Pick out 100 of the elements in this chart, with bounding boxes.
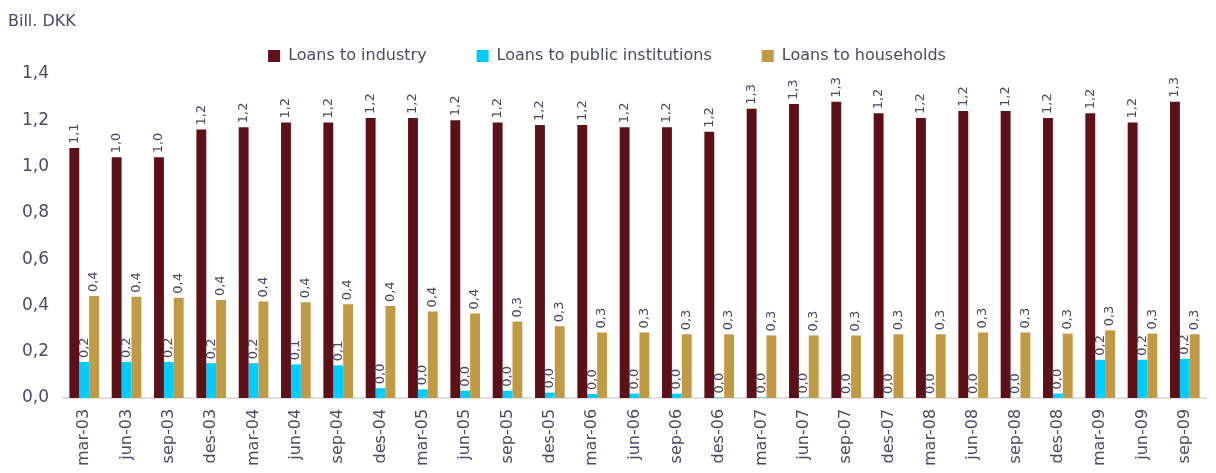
data-label: 1,2 xyxy=(489,97,505,119)
bar xyxy=(1105,330,1115,398)
bar xyxy=(958,111,969,398)
x-tick-label: des-06 xyxy=(708,408,728,464)
bar xyxy=(639,332,650,398)
data-label: 0,2 xyxy=(1091,335,1107,356)
bar xyxy=(196,129,207,398)
legend-label: Loans to public institutions xyxy=(496,45,712,65)
bar xyxy=(935,334,946,398)
data-label: 0,3 xyxy=(551,301,567,323)
data-label: 0,3 xyxy=(974,307,990,329)
bar xyxy=(216,300,227,398)
bar xyxy=(417,389,428,398)
bar xyxy=(1085,113,1096,398)
bar xyxy=(1170,101,1180,398)
y-axis-title: Bill. DKK xyxy=(8,11,77,31)
data-label: 0,0 xyxy=(625,368,641,390)
bar xyxy=(1189,334,1200,398)
x-tick-label: sep-04 xyxy=(327,408,347,464)
data-label: 1,2 xyxy=(997,86,1012,108)
y-tick-label: 0,2 xyxy=(21,340,50,361)
data-label: 0,1 xyxy=(287,339,303,361)
bar xyxy=(535,124,545,398)
x-tick-label: sep-03 xyxy=(158,408,178,464)
data-label: 0,0 xyxy=(456,366,472,387)
data-label: 1,2 xyxy=(658,102,674,124)
bar xyxy=(248,363,259,398)
data-label: 0,3 xyxy=(508,296,524,318)
x-tick-label: des-03 xyxy=(200,408,220,464)
x-tick-label: jun-05 xyxy=(454,408,474,461)
data-label: 0,2 xyxy=(1176,334,1192,355)
y-tick-label: 0,0 xyxy=(21,386,50,407)
bar xyxy=(492,122,503,398)
bar xyxy=(671,393,682,398)
data-label: 0,1 xyxy=(329,340,345,362)
data-label: 0,0 xyxy=(1049,368,1065,390)
data-label: 0,0 xyxy=(922,373,938,394)
bar xyxy=(1052,393,1063,398)
bar xyxy=(619,127,630,398)
x-tick-label: jun-06 xyxy=(623,408,643,461)
bar xyxy=(343,304,354,398)
data-label: 1,2 xyxy=(319,97,335,119)
x-tick-label: sep-07 xyxy=(835,408,855,464)
bar xyxy=(460,390,471,398)
bar xyxy=(544,392,555,398)
bar xyxy=(131,296,142,398)
data-label: 0,3 xyxy=(1186,309,1202,331)
data-label: 1,2 xyxy=(1081,88,1097,110)
data-label: 1,0 xyxy=(108,132,124,154)
data-label: 1,2 xyxy=(446,95,462,117)
x-tick-label: jun-04 xyxy=(285,408,305,461)
x-tick-label: des-04 xyxy=(369,408,389,464)
y-tick-label: 1,0 xyxy=(21,154,50,175)
data-label: 0,3 xyxy=(720,309,736,331)
data-label: 0,3 xyxy=(1143,308,1159,330)
data-label: 0,0 xyxy=(837,373,853,394)
bar xyxy=(281,122,291,398)
data-label: 0,0 xyxy=(795,372,811,394)
data-label: 0,4 xyxy=(339,279,355,301)
bar xyxy=(1137,359,1148,398)
data-label: 0,0 xyxy=(498,366,514,387)
data-label: 1,2 xyxy=(404,93,420,114)
bar xyxy=(704,131,715,398)
bar xyxy=(1147,333,1158,398)
bar xyxy=(238,127,249,398)
bar xyxy=(1043,117,1053,398)
data-label: 1,2 xyxy=(700,107,716,128)
data-label: 1,2 xyxy=(870,88,886,110)
x-tick-label: mar-07 xyxy=(750,408,770,466)
data-label: 1,2 xyxy=(573,100,589,121)
data-label: 1,2 xyxy=(954,86,970,108)
x-tick-label: mar-05 xyxy=(412,408,432,466)
x-tick-label: des-05 xyxy=(539,408,559,464)
bar xyxy=(470,313,481,398)
bar xyxy=(831,101,842,398)
data-label: 0,4 xyxy=(170,273,186,294)
data-label: 0,2 xyxy=(75,337,91,359)
bar xyxy=(300,302,311,398)
y-tick-label: 0,4 xyxy=(21,293,50,314)
bar xyxy=(258,301,269,398)
bar xyxy=(375,388,386,398)
data-label: 0,3 xyxy=(762,310,778,332)
bar xyxy=(1020,332,1031,398)
bar xyxy=(450,120,461,398)
bar xyxy=(577,124,588,398)
bar xyxy=(89,296,100,398)
bar xyxy=(766,335,777,398)
data-label: 1,3 xyxy=(743,84,759,105)
bar xyxy=(1179,358,1190,398)
x-tick-label: des-07 xyxy=(877,408,897,464)
data-label: 0,3 xyxy=(1016,307,1032,329)
data-label: 0,0 xyxy=(414,364,430,386)
data-label: 1,2 xyxy=(1039,93,1055,114)
data-label: 0,3 xyxy=(593,307,609,329)
data-label: 0,0 xyxy=(752,372,768,394)
data-label: 1,2 xyxy=(235,102,251,124)
data-label: 0,4 xyxy=(212,275,228,297)
data-label: 0,3 xyxy=(1101,305,1117,327)
data-label: 0,4 xyxy=(466,288,482,310)
bar xyxy=(408,117,418,398)
